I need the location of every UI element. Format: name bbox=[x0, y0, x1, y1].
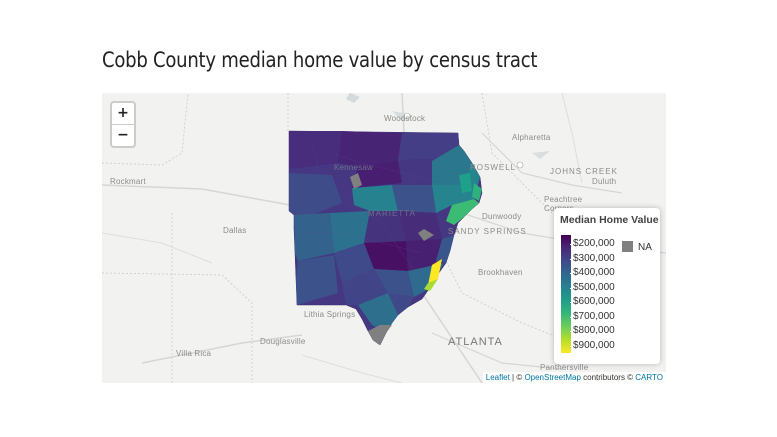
legend-label: $700,000 bbox=[573, 311, 615, 322]
legend-label: $200,000 bbox=[573, 238, 615, 249]
lake bbox=[346, 93, 360, 103]
place-label: Lithia Springs bbox=[304, 310, 356, 319]
legend-na-swatch bbox=[622, 241, 633, 252]
attribution-text: | © bbox=[509, 373, 525, 382]
zoom-control: + − bbox=[110, 101, 136, 148]
map-legend: Median Home Value $200,000 $300,000 $400… bbox=[554, 208, 660, 364]
attribution-text: contributors © bbox=[580, 373, 636, 382]
zoom-in-button[interactable]: + bbox=[117, 105, 129, 121]
zoom-out-button[interactable]: − bbox=[112, 124, 134, 146]
place-label: Dunwoody bbox=[482, 212, 522, 221]
place-label: Panthersville bbox=[540, 363, 589, 372]
legend-label: $500,000 bbox=[573, 282, 615, 293]
legend-na-label: NA bbox=[638, 242, 652, 253]
legend-label: $600,000 bbox=[573, 296, 615, 307]
legend-label: $400,000 bbox=[573, 267, 615, 278]
leaflet-link[interactable]: Leaflet bbox=[485, 373, 510, 382]
map-container[interactable]: Woodstock Alpharetta ROSWELL JOHNS CREEK… bbox=[102, 93, 666, 383]
place-label: JOHNS CREEK bbox=[550, 167, 618, 176]
legend-title: Median Home Value bbox=[560, 214, 659, 226]
openstreetmap-link[interactable]: OpenStreetMap bbox=[524, 373, 581, 382]
place-label: Alpharetta bbox=[512, 133, 551, 142]
carto-link[interactable]: CARTO bbox=[635, 373, 663, 382]
legend-color-scale bbox=[561, 235, 571, 353]
place-label: Brookhaven bbox=[478, 268, 523, 277]
map-attribution: Leaflet | © OpenStreetMap contributors ©… bbox=[482, 372, 666, 383]
legend-label: $300,000 bbox=[573, 253, 615, 264]
place-label: MARIETTA bbox=[368, 209, 416, 218]
basemap[interactable] bbox=[102, 93, 666, 383]
place-label: SANDY SPRINGS bbox=[448, 227, 527, 236]
place-label: Villa Rica bbox=[176, 349, 212, 358]
place-label: Douglasville bbox=[260, 337, 306, 346]
cobb-county[interactable] bbox=[288, 130, 483, 346]
place-label: Duluth bbox=[592, 177, 617, 186]
place-label: ROSWELL bbox=[470, 163, 517, 172]
place-label: Kennesaw bbox=[334, 163, 373, 172]
place-label: Woodstock bbox=[384, 114, 426, 123]
legend-label: $800,000 bbox=[573, 325, 615, 336]
place-label: Dallas bbox=[223, 226, 247, 235]
place-label: ATLANTA bbox=[448, 336, 503, 348]
place-label: Rockmart bbox=[110, 177, 146, 186]
page-title: Cobb County median home value by census … bbox=[102, 48, 538, 72]
lake bbox=[532, 151, 550, 159]
legend-label: $900,000 bbox=[573, 340, 615, 351]
